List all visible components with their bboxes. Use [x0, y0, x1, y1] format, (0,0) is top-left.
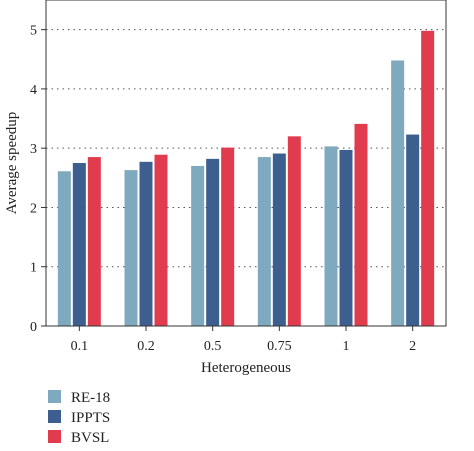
plot-frame — [45, 0, 447, 327]
gridlines — [46, 29, 446, 268]
x-tick-label: 0.5 — [204, 339, 222, 354]
bar-re-18 — [57, 171, 71, 326]
x-axis-title: Heterogeneous — [201, 360, 291, 376]
legend-label: IPPTS — [71, 410, 110, 426]
legend-swatch — [48, 430, 61, 443]
bar-bvsl — [354, 123, 368, 326]
bars — [57, 30, 435, 327]
bar-ippts — [72, 163, 86, 326]
bar-re-18 — [124, 170, 138, 326]
x-tick-label: 0.1 — [71, 339, 89, 354]
y-tick-label: 4 — [30, 83, 37, 98]
bar-ippts — [139, 161, 153, 326]
bar-bvsl — [421, 30, 435, 327]
x-tick-label: 0.2 — [137, 339, 155, 354]
x-tick-label: 0.75 — [267, 339, 292, 354]
y-tick-label: 0 — [30, 320, 37, 335]
legend-label: RE-18 — [71, 390, 110, 406]
legend-swatch — [48, 390, 61, 403]
bar-ippts — [339, 149, 353, 326]
bar-re-18 — [191, 165, 205, 326]
bar-ippts — [272, 153, 286, 326]
x-tick-label: 2 — [409, 339, 416, 354]
bar-ippts — [406, 134, 420, 326]
y-tick-label: 3 — [30, 142, 37, 157]
y-axis-ticks: 0 1 2 3 4 5 — [30, 24, 46, 335]
bar-bvsl — [221, 147, 235, 326]
x-tick-label: 1 — [343, 339, 350, 354]
legend: RE-18 IPPTS BVSL — [48, 390, 110, 446]
bar-bvsl — [287, 136, 301, 326]
y-tick-label: 1 — [30, 261, 37, 276]
legend-swatch — [48, 410, 61, 423]
y-axis-title: Average speedup — [4, 112, 20, 215]
bar-bvsl — [87, 157, 101, 326]
x-axis-ticks: 0.1 0.2 0.5 0.75 1 2 — [71, 326, 416, 354]
y-tick-label: 5 — [30, 24, 37, 39]
bar-bvsl — [154, 154, 168, 326]
bar-re-18 — [257, 157, 271, 326]
legend-label: BVSL — [71, 430, 109, 446]
bar-re-18 — [324, 146, 338, 326]
bar-ippts — [206, 158, 220, 326]
y-tick-label: 2 — [30, 201, 37, 216]
bar-re-18 — [391, 60, 405, 326]
